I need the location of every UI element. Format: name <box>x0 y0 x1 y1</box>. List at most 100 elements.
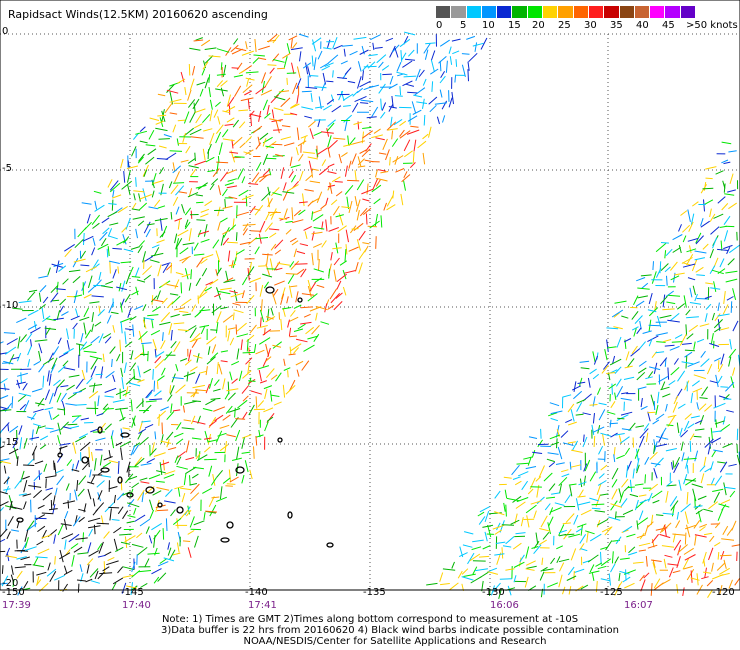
wind-barb <box>48 373 52 386</box>
wind-barb <box>199 324 210 328</box>
wind-barb <box>680 441 684 451</box>
wind-barb <box>544 503 551 511</box>
wind-barb <box>324 303 328 313</box>
wind-barb <box>716 562 726 571</box>
wind-barb <box>17 336 21 349</box>
wind-barb <box>94 200 98 210</box>
wind-barb <box>18 392 32 397</box>
wind-barb <box>414 87 426 96</box>
wind-barb <box>88 390 99 399</box>
wind-barb <box>51 357 58 370</box>
wind-barb <box>227 381 230 395</box>
wind-barb <box>165 152 177 161</box>
wind-barb <box>133 190 145 193</box>
wind-barb <box>236 322 247 332</box>
wind-barb <box>196 81 206 86</box>
wind-barb <box>673 358 679 365</box>
wind-barb <box>674 456 681 468</box>
wind-barb <box>288 327 292 337</box>
wind-barb <box>12 437 19 449</box>
wind-barb <box>230 292 244 298</box>
wind-barb <box>219 444 229 452</box>
wind-barb <box>27 309 39 316</box>
wind-barb <box>570 548 577 561</box>
wind-barb <box>604 348 608 361</box>
wind-barb <box>299 243 309 247</box>
wind-barb <box>12 307 23 310</box>
wind-barb <box>349 50 358 56</box>
wind-barb <box>111 199 114 211</box>
wind-barb <box>111 582 117 591</box>
wind-barb <box>154 349 157 358</box>
wind-barb <box>176 138 179 146</box>
wind-barb <box>357 158 365 166</box>
wind-barb <box>181 427 195 430</box>
wind-barb <box>676 422 680 434</box>
wind-barb <box>542 531 550 540</box>
island-outline <box>226 521 234 529</box>
wind-barb <box>233 38 239 45</box>
wind-barb <box>185 457 195 461</box>
wind-barb <box>696 298 708 300</box>
wind-barb <box>151 318 154 329</box>
wind-barb <box>321 65 331 71</box>
wind-barb <box>153 180 164 184</box>
wind-barb <box>36 576 40 585</box>
wind-barb <box>51 263 63 268</box>
wind-barb <box>451 91 454 105</box>
wind-barb <box>638 360 647 367</box>
wind-barb <box>717 508 724 521</box>
wind-barb <box>704 467 713 473</box>
wind-barb <box>295 360 304 366</box>
island-outline <box>97 426 103 434</box>
wind-barb <box>139 477 148 481</box>
wind-barb <box>174 233 178 244</box>
wind-barb <box>282 384 286 398</box>
wind-barb <box>482 524 494 528</box>
wind-barb <box>626 460 632 471</box>
wind-barb <box>59 298 67 306</box>
wind-barb <box>139 518 151 527</box>
wind-barb <box>206 356 216 365</box>
wind-barb <box>61 311 69 316</box>
wind-barb <box>204 55 214 64</box>
wind-barb <box>580 584 589 590</box>
wind-barb <box>200 213 209 218</box>
wind-barb <box>238 109 249 112</box>
wind-barb <box>143 274 151 281</box>
wind-barb <box>540 566 548 572</box>
wind-barb <box>638 494 647 497</box>
wind-barb <box>723 291 726 304</box>
wind-barb <box>589 533 602 542</box>
wind-barb <box>183 111 190 124</box>
wind-barb <box>255 434 264 438</box>
wind-barb <box>491 582 501 593</box>
wind-barb <box>0 429 3 435</box>
wind-barb <box>108 260 120 264</box>
wind-barb <box>0 550 6 553</box>
wind-barb <box>688 221 694 232</box>
wind-barb <box>636 371 646 381</box>
wind-barb <box>227 250 231 262</box>
wind-barb <box>238 121 246 129</box>
wind-barb <box>640 274 652 277</box>
wind-barb <box>395 168 405 173</box>
wind-barb <box>305 62 309 75</box>
colorbar-labels: 0 5 10 15 20 25 30 35 40 45 >50 knots <box>430 20 740 34</box>
wind-barb <box>462 544 473 548</box>
wind-barb <box>653 468 658 479</box>
wind-barb <box>10 574 14 582</box>
wind-barb <box>220 287 232 291</box>
wind-barb <box>87 542 92 553</box>
wind-barb <box>611 309 624 318</box>
wind-barb <box>54 574 66 581</box>
colorbar-swatch <box>634 6 651 18</box>
wind-barb <box>713 213 724 219</box>
wind-barb <box>252 208 261 211</box>
wind-barb <box>567 403 575 413</box>
wind-barb <box>220 306 228 310</box>
wind-barb <box>242 434 252 439</box>
wind-barb <box>386 204 396 211</box>
wind-barb <box>290 260 300 270</box>
wind-barb <box>161 367 166 376</box>
